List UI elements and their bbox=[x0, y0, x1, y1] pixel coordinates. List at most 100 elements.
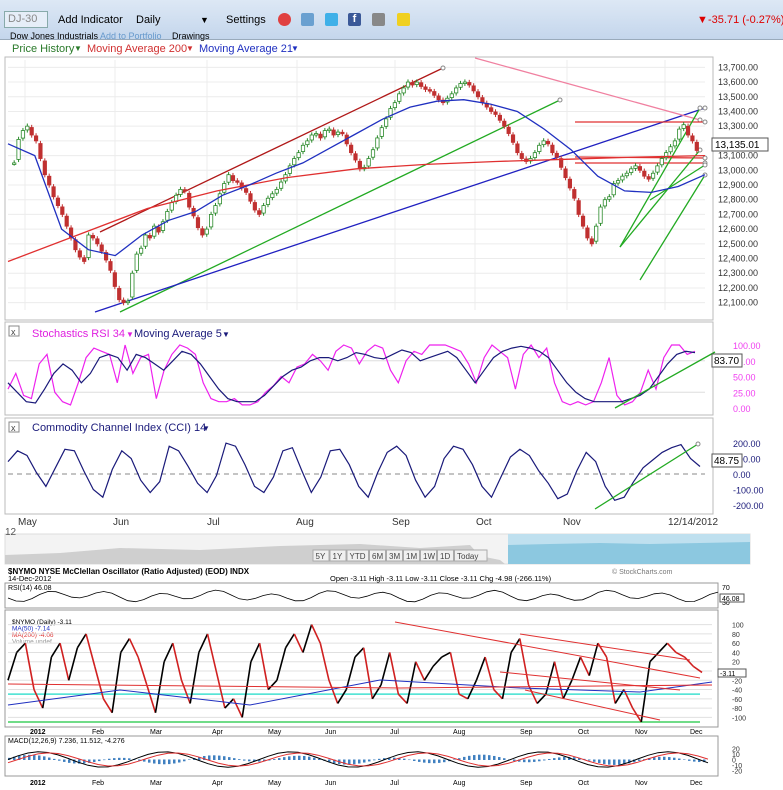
price-tick-label: 13,700.00 bbox=[718, 62, 758, 72]
macd-histogram-bar bbox=[633, 759, 636, 763]
alarm-clock-icon[interactable] bbox=[278, 13, 291, 26]
nymo-oscillator-segment bbox=[16, 642, 26, 654]
nymo-grid bbox=[8, 624, 712, 723]
chevron-down-icon[interactable]: ▼ bbox=[222, 330, 230, 339]
calendar-icon[interactable] bbox=[301, 13, 314, 26]
candle bbox=[467, 82, 472, 86]
add-indicator-button[interactable]: Add Indicator bbox=[58, 14, 123, 26]
macd-histogram-bar bbox=[493, 755, 496, 760]
cci-x-label: Aug bbox=[296, 517, 314, 528]
chevron-down-icon[interactable]: ▼ bbox=[126, 330, 134, 339]
close-icon[interactable]: x bbox=[11, 423, 16, 433]
candle bbox=[401, 87, 406, 94]
stochrsi-last-value: 83.70 bbox=[714, 356, 739, 367]
nymo-rsi-tick-70: 70 bbox=[722, 585, 730, 592]
candle bbox=[668, 146, 673, 153]
price-tick-label: 12,800.00 bbox=[718, 195, 758, 205]
note-icon[interactable] bbox=[397, 13, 410, 26]
twitter-icon[interactable] bbox=[325, 13, 338, 26]
candle bbox=[318, 133, 323, 139]
nymo-oscillator-segment bbox=[310, 624, 322, 644]
candle bbox=[64, 215, 69, 227]
legend-price-history[interactable]: Price History bbox=[12, 43, 75, 55]
macd-histogram-bar bbox=[228, 757, 231, 760]
drawings-link[interactable]: Drawings bbox=[172, 31, 210, 41]
legend-moving-average-21[interactable]: Moving Average 21 bbox=[199, 43, 293, 55]
stochrsi-ma-title[interactable]: Moving Average 5 bbox=[134, 328, 222, 340]
candle bbox=[108, 261, 113, 271]
stochrsi-tick-label: 25.00 bbox=[733, 388, 756, 398]
cci-y-axis: 200.00 100.00 0.00 -100.00 -200.00 bbox=[733, 439, 764, 511]
cci-title[interactable]: Commodity Channel Index (CCI) 14 bbox=[32, 422, 206, 434]
candle bbox=[99, 244, 104, 252]
candle bbox=[655, 165, 660, 173]
price-tick-label: 13,100.00 bbox=[718, 151, 758, 161]
nymo-legend-item: MA(200) -4.06 bbox=[12, 632, 54, 639]
candle bbox=[160, 221, 166, 231]
camera-icon[interactable] bbox=[372, 13, 385, 26]
range-button bbox=[369, 549, 386, 562]
nymo-value-box bbox=[717, 668, 747, 678]
range-button bbox=[329, 549, 347, 562]
legend-chevron-icon[interactable]: ▼ bbox=[291, 44, 299, 53]
stochrsi-title[interactable]: Stochastics RSI 34 bbox=[32, 328, 125, 340]
nymo-oscillator-segment bbox=[406, 661, 417, 704]
range-button bbox=[403, 549, 420, 562]
macd-histogram-bar bbox=[198, 756, 201, 760]
nymo-oscillator-segment bbox=[467, 679, 478, 700]
macd-x-label: Feb bbox=[92, 780, 104, 787]
candle bbox=[419, 82, 424, 87]
macd-histogram-bar bbox=[188, 759, 191, 760]
macd-histogram-bar bbox=[408, 759, 411, 761]
candle bbox=[602, 199, 608, 207]
legend-chevron-icon[interactable]: ▼ bbox=[186, 44, 194, 53]
facebook-icon[interactable]: f bbox=[348, 13, 361, 26]
candle bbox=[20, 130, 26, 139]
nymo-oscillator-segment bbox=[33, 689, 44, 709]
macd-histogram-bar bbox=[138, 759, 141, 761]
close-icon[interactable]: x bbox=[11, 327, 16, 337]
nymo-rsi-label: RSI(14) 46.08 bbox=[8, 585, 52, 592]
candle bbox=[279, 181, 284, 189]
nymo-last-value: -3.11 bbox=[720, 671, 736, 678]
candle bbox=[38, 143, 43, 159]
trendline bbox=[474, 57, 701, 121]
candle bbox=[594, 225, 599, 242]
nymo-oscillator-segment bbox=[354, 647, 365, 658]
nymo-oscillator-segment bbox=[93, 666, 105, 700]
symbol-input[interactable]: DJ-30 bbox=[4, 11, 48, 28]
nymo-oscillator-segment bbox=[189, 652, 200, 704]
settings-button[interactable]: Settings bbox=[226, 14, 266, 26]
close-icon[interactable] bbox=[8, 325, 20, 337]
macd-histogram-bar bbox=[398, 758, 401, 760]
range-button-label: 3M bbox=[389, 552, 400, 561]
macd-x-label: Dec bbox=[690, 780, 703, 787]
nymo-oscillator-segment bbox=[475, 656, 486, 681]
macd-line bbox=[7, 751, 709, 768]
add-to-portfolio-link[interactable]: Add to Portfolio bbox=[100, 31, 162, 41]
nymo-oscillator-segment bbox=[224, 698, 235, 709]
macd-histogram-bar bbox=[328, 759, 331, 763]
macd-histogram-bar bbox=[453, 759, 456, 760]
nymo-rsi-line bbox=[7, 589, 719, 603]
macd-x-label: Nov bbox=[635, 780, 648, 787]
price-tick-label: 12,900.00 bbox=[718, 180, 758, 190]
macd-x-label: May bbox=[268, 780, 282, 787]
stochrsi-tick-label: 100.00 bbox=[733, 341, 761, 351]
cci-panel bbox=[4, 417, 714, 515]
legend-chevron-icon[interactable]: ▼ bbox=[74, 44, 82, 53]
legend-moving-average-200[interactable]: Moving Average 200 bbox=[87, 43, 188, 55]
macd-histogram-bar bbox=[358, 759, 361, 764]
macd-histogram-bar bbox=[83, 759, 86, 764]
candle bbox=[580, 215, 586, 227]
chevron-down-icon[interactable]: ▼ bbox=[200, 15, 209, 25]
close-icon[interactable] bbox=[8, 421, 20, 433]
nymo-oscillator-segment bbox=[501, 652, 512, 699]
chevron-down-icon[interactable]: ▼ bbox=[202, 424, 210, 433]
macd-histogram-bar bbox=[658, 756, 661, 760]
period-select[interactable]: Daily bbox=[136, 14, 161, 26]
nymo-x-label: Jun bbox=[325, 729, 336, 736]
macd-histogram-bar bbox=[278, 758, 281, 760]
